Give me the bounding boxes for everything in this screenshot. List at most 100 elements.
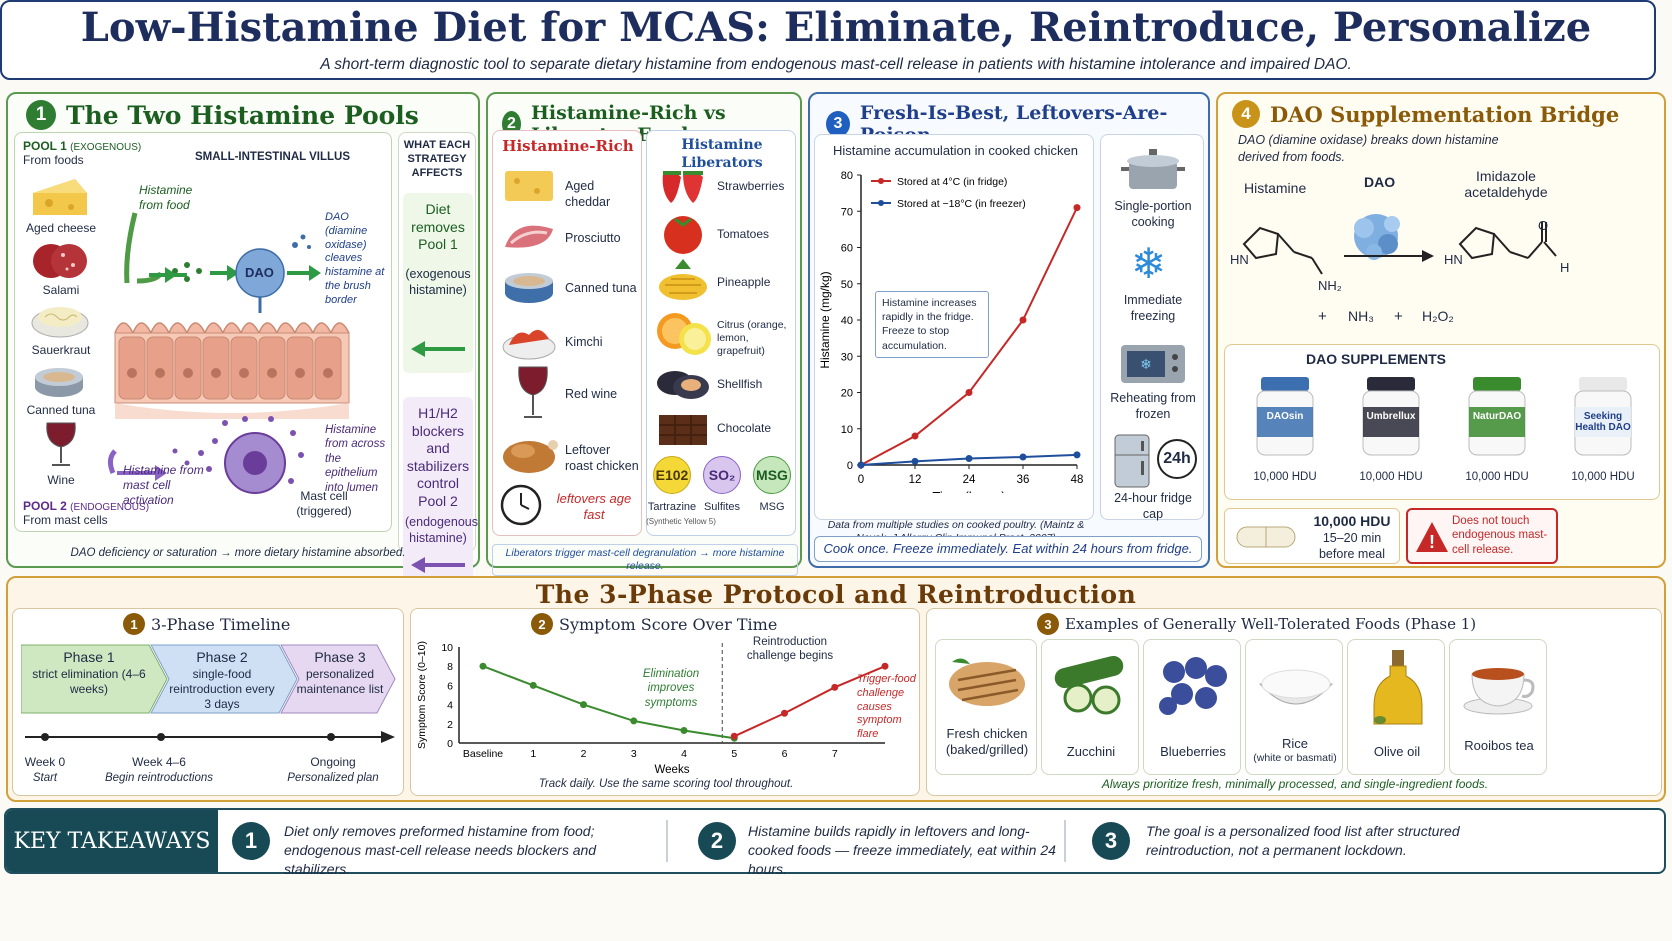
arrow-left-icon bbox=[411, 341, 465, 357]
page-subtitle: A short-term diagnostic tool to separate… bbox=[320, 56, 1352, 73]
supplement-brand: DAOsin bbox=[1266, 411, 1304, 422]
data-point bbox=[1073, 204, 1081, 212]
x-tick-label: 12 bbox=[909, 474, 922, 486]
supplement-row: DAOsin 10,000 HDU Umbrellux 10,000 HDU Natur… bbox=[1225, 373, 1661, 497]
prosciutto-icon bbox=[501, 217, 557, 262]
supplement-brand: Seeking Health DAO bbox=[1575, 411, 1631, 433]
legend-marker bbox=[878, 200, 884, 206]
food-card: Rooibos tea bbox=[1449, 639, 1547, 775]
key-takeaways: KEY TAKEAWAYS 1 Diet only removes prefor… bbox=[4, 808, 1666, 877]
step-number: 3 bbox=[826, 111, 850, 137]
supplement-bottle-icon bbox=[1256, 377, 1314, 456]
diet-box: Diet removes Pool 1 (exogenous histamine… bbox=[403, 193, 473, 373]
series-line bbox=[733, 665, 886, 738]
timeline-box: 1 3-Phase Timeline Phase 1 strict elimin… bbox=[12, 608, 404, 796]
data-point bbox=[1073, 451, 1081, 459]
phase-arrows bbox=[21, 644, 396, 714]
x-tick-label: 1 bbox=[530, 748, 536, 760]
supplements-box: DAO SUPPLEMENTS DAOsin 10,000 HDU Umbrellu… bbox=[1224, 344, 1660, 500]
kimchi-icon bbox=[501, 319, 557, 366]
strategy-heading: WHAT EACH STRATEGY AFFECTS bbox=[403, 139, 471, 179]
panel-1-title: 1 The Two Histamine Pools bbox=[26, 100, 419, 130]
blockers-box: H1/H2 blockers and stabilizers control P… bbox=[403, 397, 478, 587]
y-tick-label: 30 bbox=[841, 351, 853, 363]
food-label: Salami bbox=[42, 283, 80, 297]
villus-illustration bbox=[107, 212, 350, 494]
dao-enzyme-label: DAO bbox=[245, 265, 274, 280]
series-line bbox=[482, 665, 735, 740]
foods-footer: Always prioritize fresh, minimally proce… bbox=[1101, 777, 1489, 791]
cap-badge: 24h bbox=[1157, 439, 1197, 479]
protocol-section: The 3-Phase Protocol and Reintroduction … bbox=[6, 576, 1666, 802]
supplement-dose: 10,000 HDU bbox=[1571, 471, 1635, 483]
chocolate-icon bbox=[655, 407, 711, 456]
citrus-icon bbox=[653, 307, 713, 364]
data-point bbox=[1019, 316, 1027, 324]
symptom-score-chart: 0 2 4 6 8 10 Baseline 1 2 3 4 5 6 7 Weeks Symptom Score… bbox=[416, 641, 889, 776]
legend-marker bbox=[878, 178, 884, 184]
tuna-can-icon bbox=[501, 267, 557, 312]
tips-column: Single-portion cooking ❄ Immediate freez… bbox=[1100, 134, 1204, 521]
y-tick-label: 4 bbox=[447, 700, 453, 712]
data-point bbox=[911, 457, 919, 465]
food-label: Sauerkraut bbox=[31, 343, 91, 357]
chart-note-box: Histamine increases rapidly in the fridg… bbox=[875, 291, 989, 358]
takeaway-text: Histamine builds rapidly in leftovers an… bbox=[748, 823, 1056, 877]
panel-dao-bridge: 4 DAO Supplementation Bridge DAO (diamin… bbox=[1216, 92, 1666, 568]
chicken-breast-icon bbox=[949, 658, 1025, 706]
villus-label: SMALL-INTESTINAL VILLUS bbox=[195, 151, 351, 163]
snowflake-icon: ❄ bbox=[1131, 240, 1167, 287]
y-axis-label: Histamine (mg/kg) bbox=[818, 271, 832, 368]
food-label: Wine bbox=[47, 473, 75, 487]
pool1-heading: POOL 1 (EXOGENOUS) From foods bbox=[23, 139, 142, 167]
y-tick-label: 80 bbox=[841, 170, 853, 182]
x-tick-label: Baseline bbox=[463, 748, 503, 760]
y-tick-label: 6 bbox=[447, 680, 453, 692]
roast-chicken-icon bbox=[499, 431, 559, 480]
chart-title: Histamine accumulation in cooked chicken bbox=[833, 143, 1078, 158]
data-point bbox=[911, 432, 919, 440]
food-card: Fresh chicken (baked/grilled) bbox=[935, 639, 1037, 775]
food-card: Blueberries bbox=[1143, 639, 1241, 775]
svg-text:❄: ❄ bbox=[1140, 356, 1152, 372]
x-tick-label: 5 bbox=[731, 748, 737, 760]
hn-label: HN bbox=[1230, 252, 1249, 267]
shellfish-icon bbox=[653, 363, 713, 408]
y-tick-label: 60 bbox=[841, 243, 853, 255]
section-title: The 3-Phase Protocol and Reintroduction bbox=[535, 580, 1137, 609]
supplement-dose: 10,000 HDU bbox=[1359, 471, 1423, 483]
supplement-brand: NaturDAO bbox=[1472, 411, 1522, 422]
y-tick-label: 40 bbox=[841, 315, 853, 327]
data-point bbox=[965, 389, 973, 396]
data-point bbox=[479, 662, 487, 670]
divider bbox=[666, 820, 668, 862]
panel-1-footer: DAO deficiency or saturation → more diet… bbox=[70, 547, 406, 559]
page-title: Low-Histamine Diet for MCAS: Eliminate, … bbox=[80, 4, 1592, 51]
supplement-bottle-icon bbox=[1468, 377, 1526, 456]
liberator-column: Histamine Liberators Strawberries Tomato… bbox=[646, 130, 796, 536]
y-axis-label: Symptom Score (0–10) bbox=[416, 641, 428, 749]
panel-two-pools: 1 The Two Histamine Pools POOL 1 (EXOGEN… bbox=[6, 92, 480, 587]
tea-cup-icon bbox=[1463, 668, 1535, 715]
arrow-left-icon bbox=[411, 557, 465, 573]
timeline-heading: 1 3-Phase Timeline bbox=[123, 613, 290, 635]
capsule-icon bbox=[1235, 523, 1297, 556]
panel-rich-vs-liberator: 2 Histamine-Rich vs Liberator Foods Hist… bbox=[486, 92, 802, 577]
y-tick-label: 0 bbox=[447, 738, 453, 750]
data-point bbox=[580, 701, 587, 709]
food-card: Olive oil bbox=[1347, 639, 1445, 775]
data-point bbox=[730, 732, 738, 740]
oxygen-label: O bbox=[1538, 218, 1549, 233]
panel-fresh-is-best: 3 Fresh-Is-Best, Leftovers-Are-Poison Hi… bbox=[808, 92, 1210, 568]
data-point bbox=[965, 454, 973, 462]
tuna-can-icon bbox=[29, 361, 91, 401]
x-axis-label: Weeks bbox=[655, 764, 690, 776]
sulfites-badge: SO₂ bbox=[703, 456, 741, 494]
zucchini-icon bbox=[1054, 655, 1124, 715]
salami-icon bbox=[29, 241, 91, 281]
product-label: Imidazole acetaldehyde bbox=[1464, 168, 1548, 200]
leftovers-note: leftovers age fast bbox=[556, 491, 632, 523]
supplements-heading: DAO SUPPLEMENTS bbox=[1305, 351, 1446, 367]
plus-sign: + bbox=[1394, 308, 1403, 325]
hydrogen-label: H bbox=[1560, 260, 1570, 275]
